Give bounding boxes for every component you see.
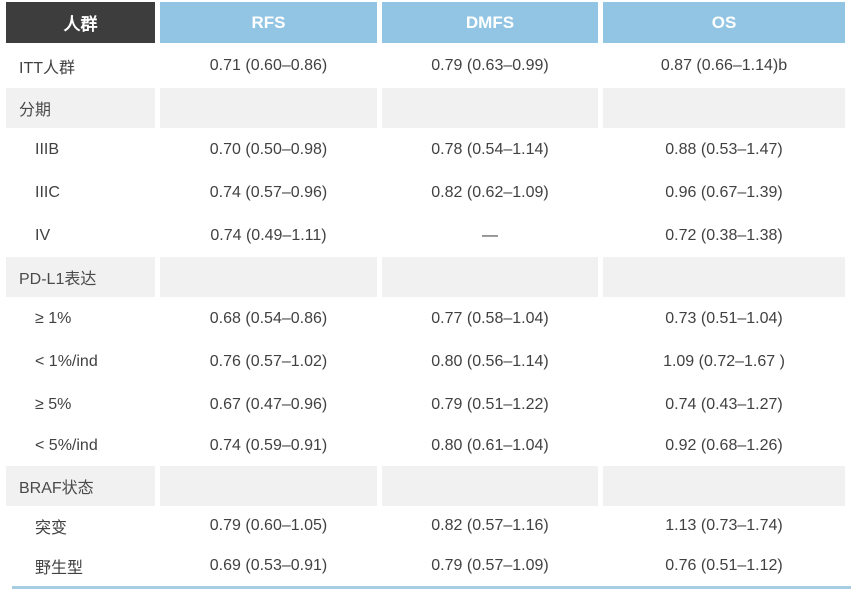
empty-cell bbox=[160, 466, 377, 506]
section-row-braf: BRAF状态 bbox=[6, 466, 845, 506]
table-row-braf-wildtype: 野生型 0.69 (0.53–0.91) 0.79 (0.57–1.09) 0.… bbox=[6, 546, 845, 586]
section-label: BRAF状态 bbox=[6, 466, 155, 506]
empty-cell bbox=[160, 88, 377, 128]
table-row-pdl1-lt1: < 1%/ind 0.76 (0.57–1.02) 0.80 (0.56–1.1… bbox=[6, 340, 845, 383]
rfs-value: 0.68 (0.54–0.86) bbox=[209, 309, 328, 327]
dmfs-value: 0.82 (0.62–1.09) bbox=[431, 183, 549, 201]
dmfs-value: 0.80 (0.56–1.14) bbox=[431, 352, 549, 370]
empty-cell bbox=[160, 257, 377, 297]
row-label: ITT人群 bbox=[19, 59, 75, 77]
empty-cell bbox=[603, 466, 845, 506]
os-value: 0.92 (0.68–1.26) bbox=[665, 437, 783, 454]
empty-cell bbox=[382, 88, 598, 128]
table-header-row: 人群 RFS DMFS OS bbox=[6, 2, 845, 43]
os-value: 0.87 (0.66–1.14)b bbox=[660, 56, 788, 74]
os-value: 0.74 (0.43–1.27) bbox=[665, 395, 783, 413]
dmfs-value: 0.82 (0.57–1.16) bbox=[431, 517, 549, 534]
header-dmfs: DMFS bbox=[382, 2, 598, 43]
row-label: 野生型 bbox=[35, 560, 84, 577]
table-bottom-border bbox=[12, 586, 851, 589]
rfs-value: 0.69 (0.53–0.91) bbox=[209, 557, 328, 574]
os-value: 0.76 (0.51–1.12) bbox=[665, 557, 783, 574]
dmfs-value: 0.78 (0.54–1.14) bbox=[431, 140, 549, 158]
rfs-value: 0.74 (0.59–0.91) bbox=[209, 437, 328, 454]
os-value: 0.73 (0.51–1.04) bbox=[665, 309, 783, 327]
row-label: < 1%/ind bbox=[35, 352, 98, 370]
dmfs-value: 0.80 (0.61–1.04) bbox=[431, 437, 549, 454]
table-row-itt: ITT人群 0.71 (0.60–0.86) 0.79 (0.63–0.99) … bbox=[6, 43, 845, 88]
empty-cell bbox=[382, 257, 598, 297]
rfs-value: 0.76 (0.57–1.02) bbox=[209, 352, 328, 370]
dmfs-value: 0.79 (0.51–1.22) bbox=[431, 395, 549, 413]
rfs-value: 0.67 (0.47–0.96) bbox=[209, 395, 328, 413]
hazard-ratio-table: 人群 RFS DMFS OS ITT人群 0.71 (0.60–0.86) 0.… bbox=[6, 2, 851, 589]
section-label: 分期 bbox=[6, 88, 155, 128]
table-row-iv: IV 0.74 (0.49–1.11) — 0.72 (0.38–1.38) bbox=[6, 214, 845, 257]
table-row-iiic: IIIC 0.74 (0.57–0.96) 0.82 (0.62–1.09) 0… bbox=[6, 171, 845, 214]
table-row-pdl1-ge5: ≥ 5% 0.67 (0.47–0.96) 0.79 (0.51–1.22) 0… bbox=[6, 383, 845, 426]
row-label: < 5%/ind bbox=[35, 437, 98, 454]
empty-cell bbox=[382, 466, 598, 506]
dmfs-value: 0.79 (0.57–1.09) bbox=[431, 557, 549, 574]
os-value: 0.96 (0.67–1.39) bbox=[665, 183, 783, 201]
row-label: IIIC bbox=[35, 183, 60, 201]
dmfs-value: 0.77 (0.58–1.04) bbox=[431, 309, 549, 327]
rfs-value: 0.74 (0.49–1.11) bbox=[210, 226, 327, 244]
section-label: PD-L1表达 bbox=[6, 257, 155, 297]
rfs-value: 0.71 (0.60–0.86) bbox=[209, 56, 328, 74]
row-label: IIIB bbox=[35, 140, 60, 158]
row-label: ≥ 5% bbox=[35, 395, 72, 413]
table-row-pdl1-lt5: < 5%/ind 0.74 (0.59–0.91) 0.80 (0.61–1.0… bbox=[6, 426, 845, 466]
rfs-value: 0.70 (0.50–0.98) bbox=[209, 140, 328, 158]
header-rfs: RFS bbox=[160, 2, 377, 43]
dmfs-value: — bbox=[482, 226, 498, 244]
header-os: OS bbox=[603, 2, 845, 43]
row-label: ≥ 1% bbox=[35, 309, 72, 327]
empty-cell bbox=[603, 88, 845, 128]
section-row-pdl1: PD-L1表达 bbox=[6, 257, 845, 297]
dmfs-value: 0.79 (0.63–0.99) bbox=[431, 56, 549, 74]
table-row-braf-mutant: 突变 0.79 (0.60–1.05) 0.82 (0.57–1.16) 1.1… bbox=[6, 506, 845, 546]
table-row-iiib: IIIB 0.70 (0.50–0.98) 0.78 (0.54–1.14) 0… bbox=[6, 128, 845, 171]
os-value: 1.09 (0.72–1.67 ) bbox=[663, 352, 785, 370]
os-value: 0.88 (0.53–1.47) bbox=[665, 140, 783, 158]
rfs-value: 0.79 (0.60–1.05) bbox=[209, 517, 328, 534]
header-population: 人群 bbox=[6, 2, 155, 43]
rfs-value: 0.74 (0.57–0.96) bbox=[209, 183, 328, 201]
empty-cell bbox=[603, 257, 845, 297]
os-value: 1.13 (0.73–1.74) bbox=[665, 517, 783, 534]
row-label: 突变 bbox=[35, 520, 68, 537]
section-row-stage: 分期 bbox=[6, 88, 845, 128]
table-row-pdl1-ge1: ≥ 1% 0.68 (0.54–0.86) 0.77 (0.58–1.04) 0… bbox=[6, 297, 845, 340]
os-value: 0.72 (0.38–1.38) bbox=[665, 226, 783, 244]
row-label: IV bbox=[35, 226, 51, 244]
